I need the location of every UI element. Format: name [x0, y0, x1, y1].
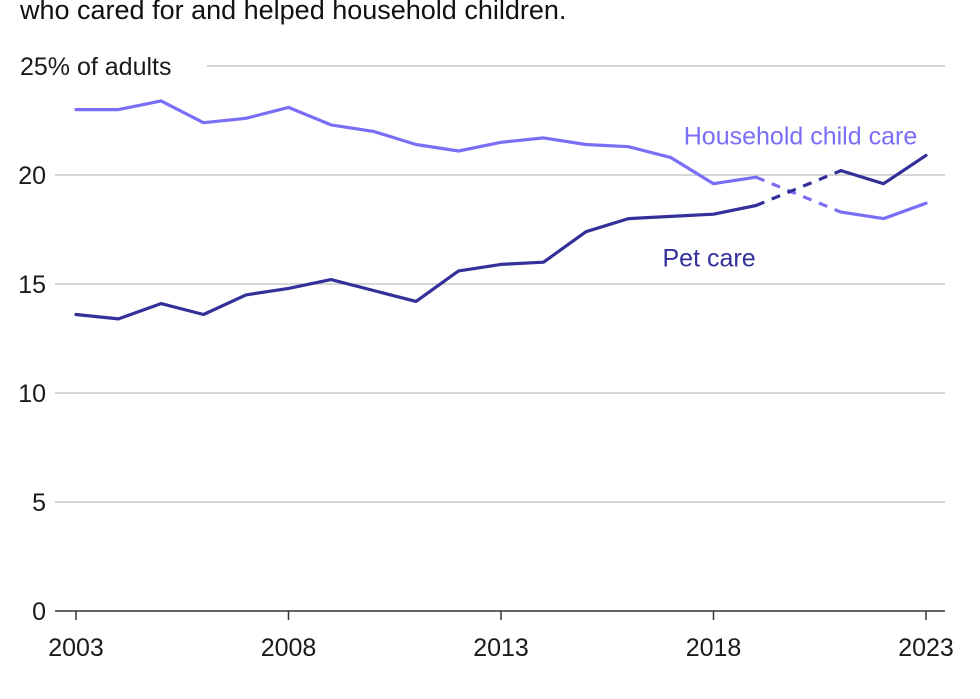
- gridlines: [55, 65, 945, 612]
- y-axis: 0 5 10 15 20 25% of adults: [18, 53, 171, 626]
- x-tick-label-2008: 2008: [261, 634, 317, 662]
- series-lines: [74, 99, 928, 321]
- household-child-care-line-dashed: [755, 175, 842, 214]
- household-child-care-line-solid-early: [74, 99, 758, 186]
- x-tick-label-2003: 2003: [48, 634, 104, 662]
- y-tick-label-15: 15: [18, 271, 46, 299]
- pet-care-line-solid-late: [839, 153, 928, 186]
- y-tick-label-20: 20: [18, 162, 46, 190]
- y-tick-label-0: 0: [32, 598, 46, 626]
- x-axis: 2003 2008 2013 2018 2023: [48, 611, 954, 662]
- pet-care-line-solid-early: [74, 203, 758, 321]
- household-child-care-line-solid-late: [839, 201, 928, 221]
- chart-title: who cared for and helped household child…: [20, 0, 567, 25]
- x-tick-label-2013: 2013: [473, 634, 529, 662]
- series-label-household-child-care: Household child care: [684, 122, 917, 150]
- x-tick-label-2023: 2023: [898, 634, 954, 662]
- series-labels: Household child care Pet care: [663, 122, 918, 272]
- series-label-pet-care: Pet care: [663, 245, 756, 273]
- y-tick-label-10: 10: [18, 380, 46, 408]
- y-tick-label-5: 5: [32, 489, 46, 517]
- pet-care-line-dashed: [755, 169, 842, 207]
- y-tick-label-25: 25% of adults: [20, 53, 172, 81]
- x-tick-label-2018: 2018: [686, 634, 742, 662]
